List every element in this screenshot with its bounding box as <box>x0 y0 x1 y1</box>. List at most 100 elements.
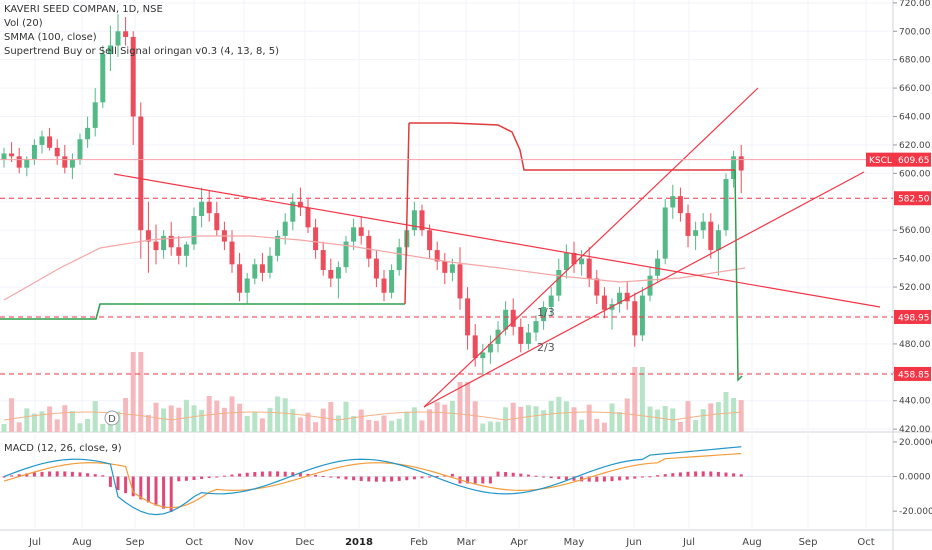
macd-histogram-bar <box>40 471 44 477</box>
volume-bar <box>525 405 531 432</box>
volume-bar <box>639 367 645 432</box>
macd-histogram-bar <box>230 474 234 477</box>
candle-body <box>708 221 714 251</box>
macd-histogram-bar <box>542 476 546 478</box>
volume-bar <box>594 418 600 432</box>
time-axis-label: Oct <box>857 537 874 548</box>
time-axis-label: Dec <box>295 537 314 548</box>
macd-histogram-bar <box>519 473 523 477</box>
macd-line <box>3 446 742 516</box>
volume-bar <box>176 407 182 432</box>
volume-bar <box>161 408 167 432</box>
candle-body <box>617 292 623 305</box>
smma-legend[interactable]: SMMA (100, close) <box>4 32 97 43</box>
macd-histogram-bar <box>564 476 568 481</box>
volume-bar <box>199 409 205 432</box>
ascending-trendline-shallow <box>423 171 865 408</box>
candle-body <box>168 235 174 248</box>
macd-legend[interactable]: MACD (12, 26, close, 9) <box>4 443 122 454</box>
macd-histogram-bar <box>2 476 6 478</box>
candle-body <box>16 156 22 168</box>
dividend-marker-label: D <box>108 414 116 425</box>
macd-histogram-bar <box>739 474 743 477</box>
level-tag-label: 458.85 <box>898 370 930 380</box>
time-axis-label: Sep <box>799 537 818 548</box>
volume-bar <box>723 392 729 432</box>
volume-legend[interactable]: Vol (20) <box>4 18 43 29</box>
macd-histogram-bar <box>321 476 325 478</box>
macd-histogram-bar <box>177 476 181 482</box>
candle-body <box>419 210 425 231</box>
supertrend-flip-line <box>404 122 410 305</box>
macd-histogram-bar <box>511 472 515 477</box>
macd-histogram-bar <box>207 476 211 478</box>
symbol-legend[interactable]: KAVERI SEED COMPAN, 1D, NSE <box>4 4 163 15</box>
smma-line <box>3 235 746 301</box>
macd-signal-line <box>3 452 742 509</box>
macd-histogram-bar <box>633 476 637 479</box>
candle-body <box>9 153 15 157</box>
macd-histogram-bar <box>306 473 310 477</box>
candle-body <box>69 159 75 168</box>
candle-body <box>115 31 121 46</box>
macd-histogram-bar <box>32 472 36 477</box>
macd-histogram-bar <box>625 476 629 480</box>
macd-histogram-bar <box>48 471 52 477</box>
time-axis-label: Jul <box>28 537 41 548</box>
macd-histogram-bar <box>154 476 158 506</box>
supertrend-legend[interactable]: Supertrend Buy or Sell Signal oringan v0… <box>4 46 279 57</box>
volume-bar <box>609 403 615 432</box>
macd-histogram-bar <box>420 476 424 479</box>
macd-histogram-bar <box>298 472 302 477</box>
candle-body <box>85 127 91 140</box>
candle-body <box>259 264 265 273</box>
macd-histogram-bar <box>534 475 538 477</box>
volume-bar <box>237 403 243 432</box>
macd-histogram-bar <box>124 476 128 494</box>
candle-body <box>24 159 30 168</box>
volume-bar <box>282 398 288 432</box>
candle-body <box>487 343 493 353</box>
volume-bar <box>100 423 106 432</box>
candle-body <box>183 244 189 256</box>
volume-bar <box>404 411 410 432</box>
price-tick-label: 420.00 <box>899 425 931 435</box>
candle-body <box>343 241 349 268</box>
volume-bar <box>487 421 493 432</box>
macd-histogram-bar <box>70 471 74 477</box>
candle-body <box>442 261 448 273</box>
candle-body <box>244 278 250 293</box>
annotation-two-third: 2/3 <box>537 341 555 354</box>
price-tick-label: 440.00 <box>899 397 931 407</box>
time-axis-label: Nov <box>234 537 254 548</box>
candle-body <box>670 196 676 208</box>
volume-bar <box>685 401 691 432</box>
macd-histogram-bar <box>245 472 249 477</box>
supertrend-down-line <box>409 122 735 171</box>
volume-bar <box>700 409 706 432</box>
volume-bar <box>465 382 471 432</box>
macd-histogram-bar <box>329 476 333 478</box>
macd-histogram-bar <box>435 476 439 478</box>
volume-bar <box>693 420 699 432</box>
macd-histogram-bar <box>610 476 614 482</box>
volume-bar <box>252 412 258 432</box>
time-axis-label: Mar <box>457 537 477 548</box>
candle-body <box>579 258 585 265</box>
candle-body <box>685 213 691 236</box>
macd-histogram-bar <box>428 476 432 478</box>
volume-bar <box>708 403 714 432</box>
macd-histogram-bar <box>724 472 728 477</box>
volume-bar <box>92 401 98 432</box>
macd-histogram-bar <box>412 476 416 480</box>
macd-series <box>0 446 893 516</box>
macd-histogram-bar <box>344 476 348 480</box>
volume-bar <box>9 398 15 432</box>
macd-histogram-bar <box>382 476 386 482</box>
time-axis-label: Apr <box>510 537 528 548</box>
macd-histogram-bar <box>215 476 219 478</box>
price-tick-label: 660.00 <box>899 84 931 94</box>
candle-body <box>556 270 562 296</box>
